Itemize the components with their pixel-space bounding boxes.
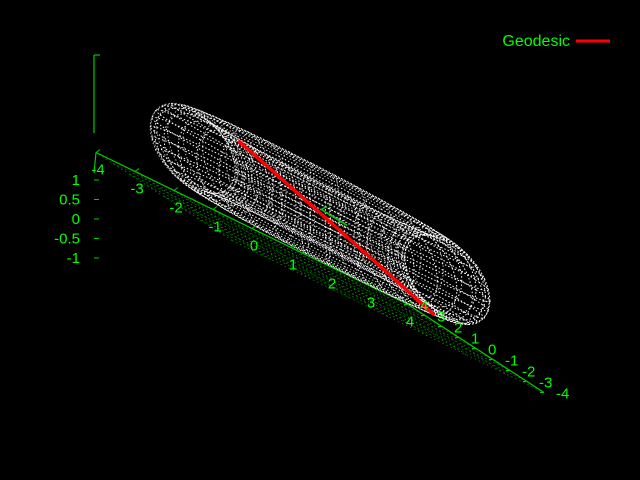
torus-mesh-front [149, 102, 491, 326]
floor-grid-line-x [329, 266, 467, 355]
z-tick-label: 0 [72, 211, 80, 228]
torus-parallel [170, 170, 470, 326]
torus-meridian [149, 104, 236, 195]
torus-parallel [161, 159, 479, 324]
y-tick-label: -4 [556, 386, 569, 403]
y-tick-label: -2 [522, 364, 535, 381]
y-tick-label: -1 [505, 353, 518, 370]
torus-parallel [149, 125, 491, 303]
torus-meridian [251, 139, 287, 223]
direction-vector-tip [320, 205, 328, 211]
torus-meridian [218, 140, 271, 223]
direction-vector [320, 208, 348, 226]
y-tick-label: -3 [539, 375, 552, 392]
x-tick-mark [368, 282, 374, 286]
torus-parallel [191, 108, 449, 242]
legend: Geodesic [502, 33, 610, 50]
torus-parallel [191, 186, 449, 320]
floor-grid-line-y [231, 240, 545, 393]
torus-parallel [170, 102, 470, 258]
x-tick-label: 0 [250, 238, 258, 255]
torus-parallel [150, 116, 490, 292]
torus-parallel [202, 190, 438, 313]
z-tick-label: -1 [67, 250, 80, 267]
floor-grid-line-y [163, 196, 477, 349]
legend-label-geodesic: Geodesic [502, 33, 570, 50]
torus-parallel [161, 104, 479, 269]
geodesic-curve [237, 140, 435, 316]
x-tick-label: -3 [130, 181, 143, 198]
x-tick-mark [251, 225, 257, 229]
geodesic-curve-layer [237, 140, 435, 316]
torus-meridian [329, 174, 340, 254]
x-tick-mark [212, 206, 218, 210]
torus-meridian [324, 185, 331, 266]
floor-grid-line-y [197, 218, 511, 371]
torus-meridian [381, 214, 444, 299]
floor-grid-line-y [112, 163, 426, 316]
torus-meridian [401, 233, 484, 325]
y-tick-label: 0 [488, 342, 496, 359]
z-tick-label: 1 [72, 172, 80, 189]
torus-parallel [180, 104, 460, 249]
torus-parallel [155, 109, 485, 280]
x-tick-label: -2 [169, 200, 182, 217]
floor-grid-line-x [368, 285, 506, 374]
x-tick-mark [134, 168, 140, 172]
floor-grid-line-y [129, 174, 443, 327]
floor-grid-line-y [180, 207, 494, 360]
x-tick-mark [290, 244, 296, 248]
x-tick-label: -1 [208, 219, 221, 236]
x-tick-label: 1 [289, 257, 297, 274]
y-tick-label: 1 [471, 331, 479, 348]
torus-meridian [309, 162, 316, 243]
y-tick-label: 3 [437, 309, 445, 326]
torus-meridian [271, 162, 297, 243]
x-tick-mark [407, 301, 413, 305]
torus-meridian [369, 205, 422, 288]
x-tick-mark [173, 187, 179, 191]
x-tick-label: 2 [328, 276, 336, 293]
x-tick-label: 4 [406, 314, 414, 331]
torus-meridian [167, 107, 245, 197]
torus-parallel [202, 115, 438, 238]
torus-meridian [366, 214, 415, 299]
torus-meridian [182, 113, 253, 201]
torus-parallel [150, 136, 490, 312]
torus-meridian [403, 234, 490, 326]
z-tick-label: 0.5 [59, 192, 80, 209]
floor-grid-line-y [146, 185, 460, 338]
x-tick-label: 3 [367, 295, 375, 312]
x-tick-label: -4 [91, 162, 104, 179]
x-tick-mark [95, 149, 101, 153]
torus-meridian [343, 185, 369, 266]
y-tick-label: 4 [420, 298, 428, 315]
torus-meridian [196, 129, 259, 214]
floor-grid-line-y [214, 229, 528, 382]
y-tick-label: 2 [454, 320, 462, 337]
z-axis-base [93, 152, 97, 174]
x-tick-mark [329, 263, 335, 267]
torus-parallel [155, 148, 485, 319]
z-tick-label: -0.5 [54, 231, 80, 248]
